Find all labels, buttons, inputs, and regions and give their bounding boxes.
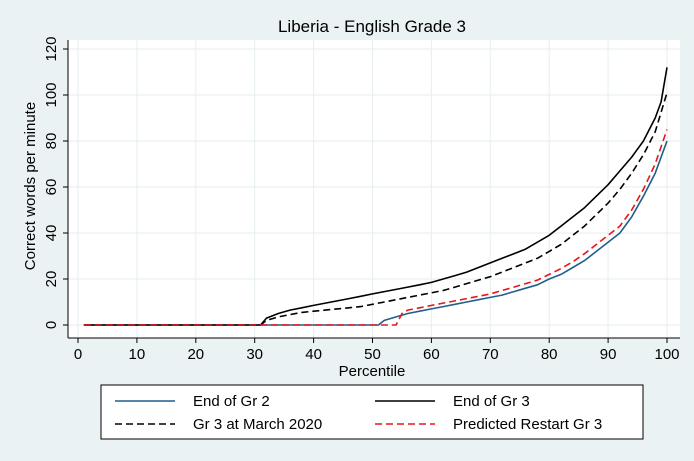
series-lines — [83, 67, 668, 326]
y-tick-label: 40 — [43, 225, 60, 242]
legend-label-2: End of Gr 3 — [453, 393, 530, 410]
y-tick-label: 120 — [43, 36, 60, 61]
legend-label-1: End of Gr 2 — [193, 393, 270, 410]
x-tick-label: 100 — [654, 346, 679, 363]
y-tick-label: 80 — [43, 133, 60, 150]
x-axis-title: Percentile — [339, 363, 406, 380]
x-tick-label: 70 — [482, 346, 499, 363]
x-tick-label: 50 — [364, 346, 381, 363]
x-tick-label: 20 — [187, 346, 204, 363]
plot-area — [68, 40, 680, 338]
y-axis-title: Correct words per minute — [22, 102, 39, 270]
x-tick-label: 80 — [541, 346, 558, 363]
chart-title: Liberia - English Grade 3 — [278, 17, 466, 36]
x-tick-label: 60 — [423, 346, 440, 363]
x-tick-label: 90 — [600, 346, 617, 363]
x-tick-label: 10 — [129, 346, 146, 363]
x-tick-label: 40 — [305, 346, 322, 363]
series-line-3 — [83, 92, 668, 326]
y-tick-label: 20 — [43, 271, 60, 288]
axes: 0 20 40 60 80 100 120 0 10 20 30 40 50 60 70 80 90 100 — [43, 36, 680, 363]
y-tick-label: 60 — [43, 179, 60, 196]
series-line-1 — [83, 140, 668, 326]
legend-label-4: Predicted Restart Gr 3 — [453, 416, 602, 433]
y-tick-label: 100 — [43, 82, 60, 107]
legend-label-3: Gr 3 at March 2020 — [193, 416, 322, 433]
legend: End of Gr 2 End of Gr 3 Gr 3 at March 2020… — [100, 384, 644, 440]
x-tick-label: 0 — [74, 346, 82, 363]
series-line-4 — [83, 129, 668, 326]
x-tick-label: 30 — [246, 346, 263, 363]
legend-box — [100, 384, 644, 440]
series-line-2 — [83, 67, 668, 326]
y-tick-label: 0 — [43, 321, 60, 329]
